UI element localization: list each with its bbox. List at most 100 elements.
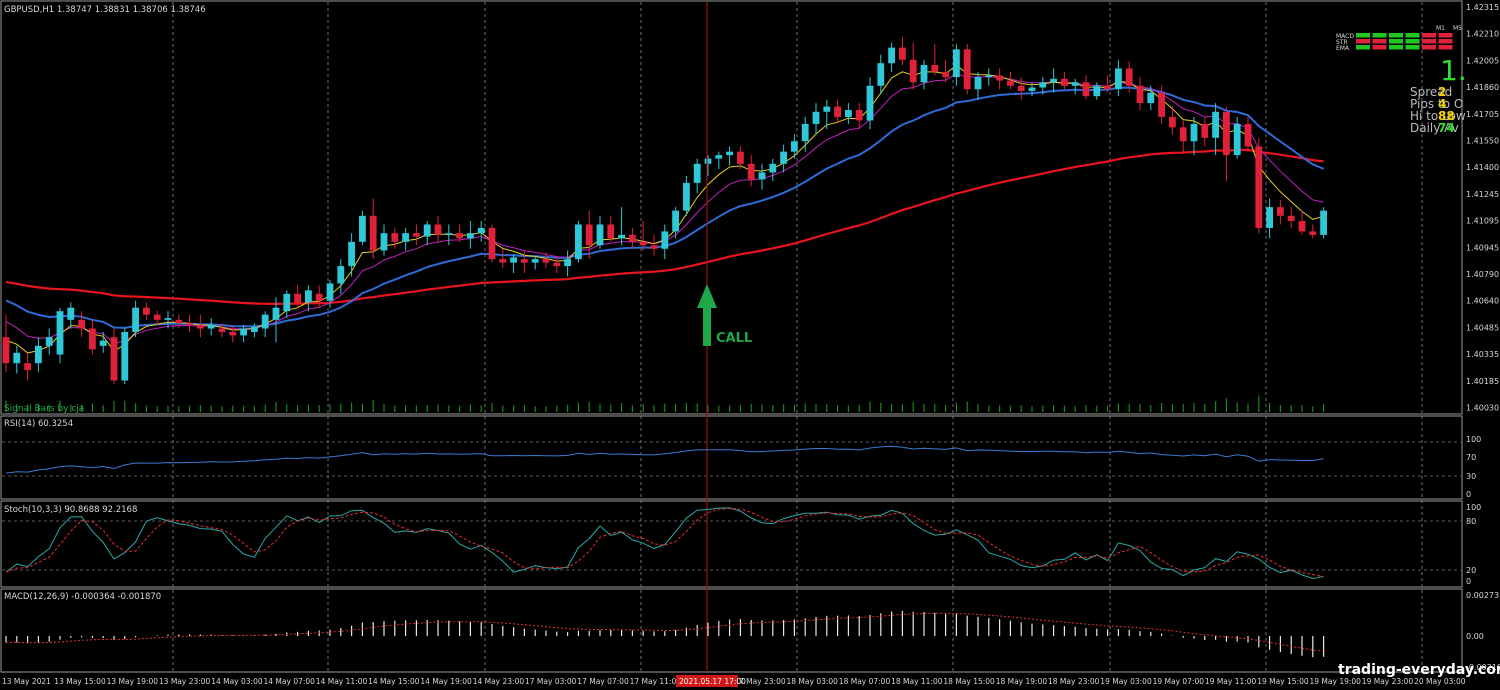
macd-level-top-label: 0.002737 <box>1466 591 1500 600</box>
candle-body <box>240 328 247 336</box>
rsi-panel-frame <box>0 415 1463 500</box>
candle-body <box>575 224 582 260</box>
candle-body <box>348 241 355 267</box>
candle-body <box>456 233 463 239</box>
stoch-main-line <box>5 507 1324 580</box>
candle-body <box>661 231 669 249</box>
candle-body <box>531 259 539 263</box>
candle-body <box>499 259 507 263</box>
stoch-label: Stoch(10,3,3) 90.8688 92.2168 <box>4 505 137 515</box>
time-axis-label: 13 May 23:00 <box>159 677 211 686</box>
stoch-signal-line <box>5 507 1324 578</box>
candle-body <box>13 352 21 364</box>
candle-body <box>564 259 571 267</box>
signal-row-ema: EMA <box>1336 45 1350 52</box>
rsi-label: RSI(14) 60.3254 <box>4 419 73 429</box>
signal-bars <box>5 395 1325 412</box>
time-axis-label: 17 May 11:00 <box>630 677 682 686</box>
signal-row-macd: MACD <box>1336 33 1354 40</box>
candle-body <box>229 331 237 336</box>
candle-body <box>1125 68 1133 86</box>
candle-body <box>629 234 636 242</box>
candles <box>2 37 1327 384</box>
candle-body <box>607 224 615 239</box>
signal-box: M1 M5 MACD STR EMA <box>1336 25 1462 52</box>
candle-body <box>823 106 831 112</box>
signal-cell <box>1422 45 1436 50</box>
candle-body <box>153 314 161 320</box>
signal-cell <box>1422 33 1436 38</box>
signal-cell <box>1356 39 1370 44</box>
rsi-line <box>5 445 1324 474</box>
signal-cell <box>1405 39 1420 44</box>
candle-body <box>1093 85 1101 97</box>
candle-body <box>45 337 53 346</box>
ema-red-line <box>5 148 1324 306</box>
signal-cell <box>1438 39 1453 44</box>
stoch-level-0-label: 0 <box>1466 577 1471 586</box>
candle-body <box>35 345 42 364</box>
time-axis-label: 18 May 19:00 <box>996 677 1048 686</box>
candle-body <box>1082 82 1090 97</box>
candle-body <box>477 227 485 234</box>
candle-body <box>1007 80 1014 86</box>
candle-body <box>488 227 496 260</box>
price-axis-label: 1.41550 <box>1466 137 1499 146</box>
price-axis-label: 1.41245 <box>1466 190 1499 199</box>
candle-body <box>1169 116 1176 128</box>
price-axis-label: 1.40945 <box>1466 243 1499 252</box>
candle-body <box>737 151 744 164</box>
candle-body <box>1320 210 1327 235</box>
macd-panel-frame <box>0 588 1463 673</box>
time-axis-label: 14 May 19:00 <box>420 677 472 686</box>
candle-body <box>197 325 204 329</box>
time-axis-label: 17 May 07:00 <box>577 677 629 686</box>
signal-cell <box>1356 33 1370 38</box>
candle-body <box>899 47 906 60</box>
time-axis-label: 17 May 03:00 <box>525 677 577 686</box>
candle-body <box>855 110 863 121</box>
candle-body <box>67 307 75 320</box>
candle-body <box>1104 85 1111 90</box>
candle-body <box>510 257 517 263</box>
time-axis-label: 14 May 15:00 <box>368 677 420 686</box>
candle-body <box>1017 85 1025 91</box>
candle-body <box>402 233 409 242</box>
macd-histogram <box>5 610 1325 658</box>
candle-body <box>1309 231 1317 235</box>
candle-body <box>877 63 885 86</box>
candle-body <box>110 337 118 381</box>
candle-body <box>1223 111 1230 156</box>
candle-body <box>639 241 647 246</box>
candle-body <box>413 233 420 237</box>
rsi-level-0-label: 0 <box>1466 490 1471 499</box>
candle-body <box>283 293 291 312</box>
price-axis-label: 1.42005 <box>1466 56 1499 65</box>
candle-body <box>953 49 960 78</box>
price-axis-label: 1.42315 <box>1466 3 1499 12</box>
candle-body <box>1201 123 1209 138</box>
candle-body <box>715 155 723 159</box>
info-line-hilow: Hi to Low <box>1410 109 1466 123</box>
candle-body <box>1233 123 1241 156</box>
candle-body <box>791 141 798 152</box>
candle-body <box>758 172 766 180</box>
price-axis-label: 1.40485 <box>1466 323 1499 332</box>
price-axis-label: 1.41705 <box>1466 110 1499 119</box>
signal-tf-m1: M1 <box>1436 25 1445 32</box>
candle-body <box>909 59 917 83</box>
candle-body <box>218 328 226 332</box>
candle-body <box>942 71 949 78</box>
candle-body <box>369 215 377 251</box>
time-axis: 13 May 2021 13 May 15:00 13 May 19:00 13 Ma… <box>2 677 1466 686</box>
candle-body <box>747 163 755 180</box>
candle-body <box>834 106 841 117</box>
symbol-header: GBPUSD,H1 1.38747 1.38831 1.38706 1.3874… <box>4 5 206 15</box>
signal-row-str: STR <box>1336 39 1348 46</box>
time-axis-label: 14 May 23:00 <box>473 677 525 686</box>
signal-cell <box>1438 45 1453 50</box>
candle-body <box>1212 111 1219 138</box>
candle-body <box>1039 82 1047 88</box>
time-axis-label: 14 May 11:00 <box>316 677 368 686</box>
